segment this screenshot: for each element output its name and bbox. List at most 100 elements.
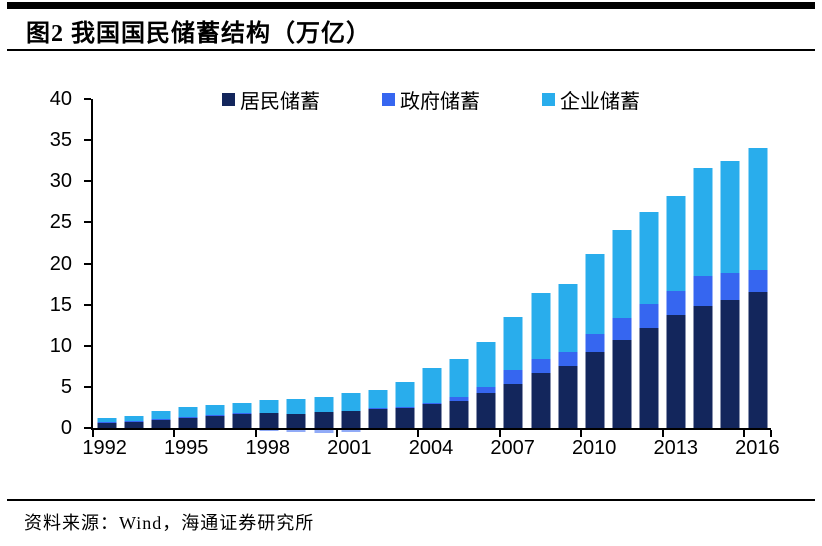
footer-divider-rule: [7, 499, 815, 501]
bar-segment-居民储蓄-1996: [205, 415, 225, 428]
bar-segment-政府储蓄-1994: [151, 419, 171, 420]
bar-segment-居民储蓄-2009: [558, 365, 578, 428]
bar-segment-企业储蓄-2009: [558, 284, 578, 352]
bar-column-2010: [581, 99, 608, 428]
bar-column-1992: [93, 99, 120, 428]
chart-legend: 居民储蓄 政府储蓄 企业储蓄: [91, 85, 771, 114]
bar-segment-居民储蓄-2004: [422, 404, 442, 428]
bar-series-container: [93, 99, 771, 433]
y-axis-tick: [84, 262, 91, 265]
y-axis-tick-labels: 0 5 10 15 20 25 30 35 40: [38, 89, 84, 438]
y-tick-label: 5: [60, 375, 72, 398]
bar-column-2000: [310, 99, 337, 433]
legend-item-resident-savings: 居民储蓄: [222, 85, 320, 114]
legend-swatch-icon: [382, 93, 395, 106]
bar-segment-企业储蓄-1992: [97, 417, 117, 422]
bar-segment-企业储蓄-1993: [124, 416, 144, 422]
x-axis-tick: [498, 430, 501, 437]
legend-label: 企业储蓄: [560, 91, 640, 113]
bar-segment-企业储蓄-2015: [720, 160, 740, 274]
bar-segment-政府储蓄-1993: [124, 420, 144, 422]
y-tick-label: 15: [49, 293, 72, 316]
bar-segment-政府储蓄-1995: [178, 416, 198, 418]
bar-segment-居民储蓄-1995: [178, 417, 198, 428]
y-axis-tick: [84, 427, 91, 429]
bar-segment-居民储蓄-2010: [585, 352, 605, 428]
bar-segment-政府储蓄-2016: [748, 270, 768, 293]
bar-column-2003: [391, 99, 418, 428]
bar-segment-居民储蓄-1997: [232, 414, 252, 428]
bar-column-1993: [120, 99, 147, 428]
x-axis-tick: [742, 430, 745, 437]
x-axis-tick: [417, 430, 420, 437]
y-tick-label: 35: [49, 129, 72, 152]
bar-segment-企业储蓄-2007: [503, 316, 523, 371]
y-tick-label: 40: [49, 88, 72, 110]
legend-swatch-icon: [222, 93, 235, 106]
x-tick-label: 1998: [245, 437, 291, 459]
y-axis-tick: [84, 221, 91, 224]
bar-segment-企业储蓄-1996: [205, 404, 225, 415]
bar-segment-政府储蓄-2014: [693, 275, 713, 307]
title-divider-rule: [7, 49, 815, 51]
bar-segment-政府储蓄-2015: [720, 273, 740, 300]
y-tick-label: 10: [49, 334, 72, 357]
bar-column-2004: [419, 99, 446, 428]
x-tick-label: 2010: [571, 437, 617, 459]
bar-segment-居民储蓄-2002: [368, 408, 388, 428]
bar-segment-企业储蓄-2008: [531, 293, 551, 359]
legend-label: 政府储蓄: [400, 91, 480, 113]
x-axis-tick: [580, 430, 583, 437]
bar-column-2001: [337, 99, 364, 433]
bar-segment-政府储蓄-2004: [422, 402, 442, 405]
bar-segment-居民储蓄-1992: [97, 422, 117, 428]
bar-column-1998: [256, 99, 283, 431]
bar-column-2007: [500, 99, 527, 428]
bar-segment-企业储蓄-2013: [666, 196, 686, 291]
bar-column-1996: [202, 99, 229, 428]
bar-segment-企业储蓄-1997: [232, 402, 252, 414]
y-axis-tick: [84, 180, 91, 183]
legend-item-enterprise-savings: 企业储蓄: [542, 85, 640, 114]
bar-segment-政府储蓄-1998: [259, 430, 279, 431]
y-axis-tick: [84, 385, 91, 388]
bar-segment-居民储蓄-2016: [748, 292, 768, 428]
bar-segment-政府储蓄-2001: [341, 430, 361, 433]
plot-area: [84, 98, 772, 437]
bar-segment-居民储蓄-2006: [476, 393, 496, 428]
bar-segment-居民储蓄-2012: [639, 328, 659, 428]
bar-column-2011: [608, 99, 635, 428]
bar-segment-居民储蓄-1993: [124, 421, 144, 428]
bar-column-2008: [527, 99, 554, 428]
bar-segment-居民储蓄-2011: [612, 340, 632, 428]
bar-segment-政府储蓄-2008: [531, 358, 551, 373]
bar-segment-企业储蓄-2006: [476, 342, 496, 387]
bar-column-2014: [690, 99, 717, 428]
bar-segment-居民储蓄-1994: [151, 419, 171, 428]
bar-segment-政府储蓄-1996: [205, 414, 225, 416]
x-axis-tick: [92, 430, 94, 437]
x-axis-tick: [173, 430, 176, 437]
bar-column-1997: [229, 99, 256, 428]
bar-segment-居民储蓄-2005: [449, 400, 469, 428]
bar-segment-居民储蓄-1999: [286, 414, 306, 428]
bar-segment-政府储蓄-2011: [612, 317, 632, 340]
figure-title: 图2 我国国民储蓄结构（万亿）: [26, 21, 371, 47]
bar-segment-企业储蓄-2003: [395, 381, 415, 407]
bar-segment-政府储蓄-2005: [449, 396, 469, 401]
bar-segment-政府储蓄-2007: [503, 370, 523, 384]
bar-segment-居民储蓄-2015: [720, 299, 740, 428]
bar-column-2002: [364, 99, 391, 428]
bar-segment-企业储蓄-2016: [748, 147, 768, 271]
legend-swatch-icon: [542, 93, 555, 106]
bar-column-1994: [147, 99, 174, 428]
bar-segment-政府储蓄-2013: [666, 290, 686, 315]
bar-segment-政府储蓄-1992: [97, 421, 117, 423]
bar-column-2016: [744, 99, 771, 428]
x-axis-tick: [254, 430, 257, 437]
y-axis-tick: [84, 303, 91, 306]
bar-segment-居民储蓄-2013: [666, 314, 686, 428]
bar-segment-企业储蓄-2004: [422, 368, 442, 403]
y-tick-label: 0: [60, 417, 72, 439]
bar-column-1995: [174, 99, 201, 428]
